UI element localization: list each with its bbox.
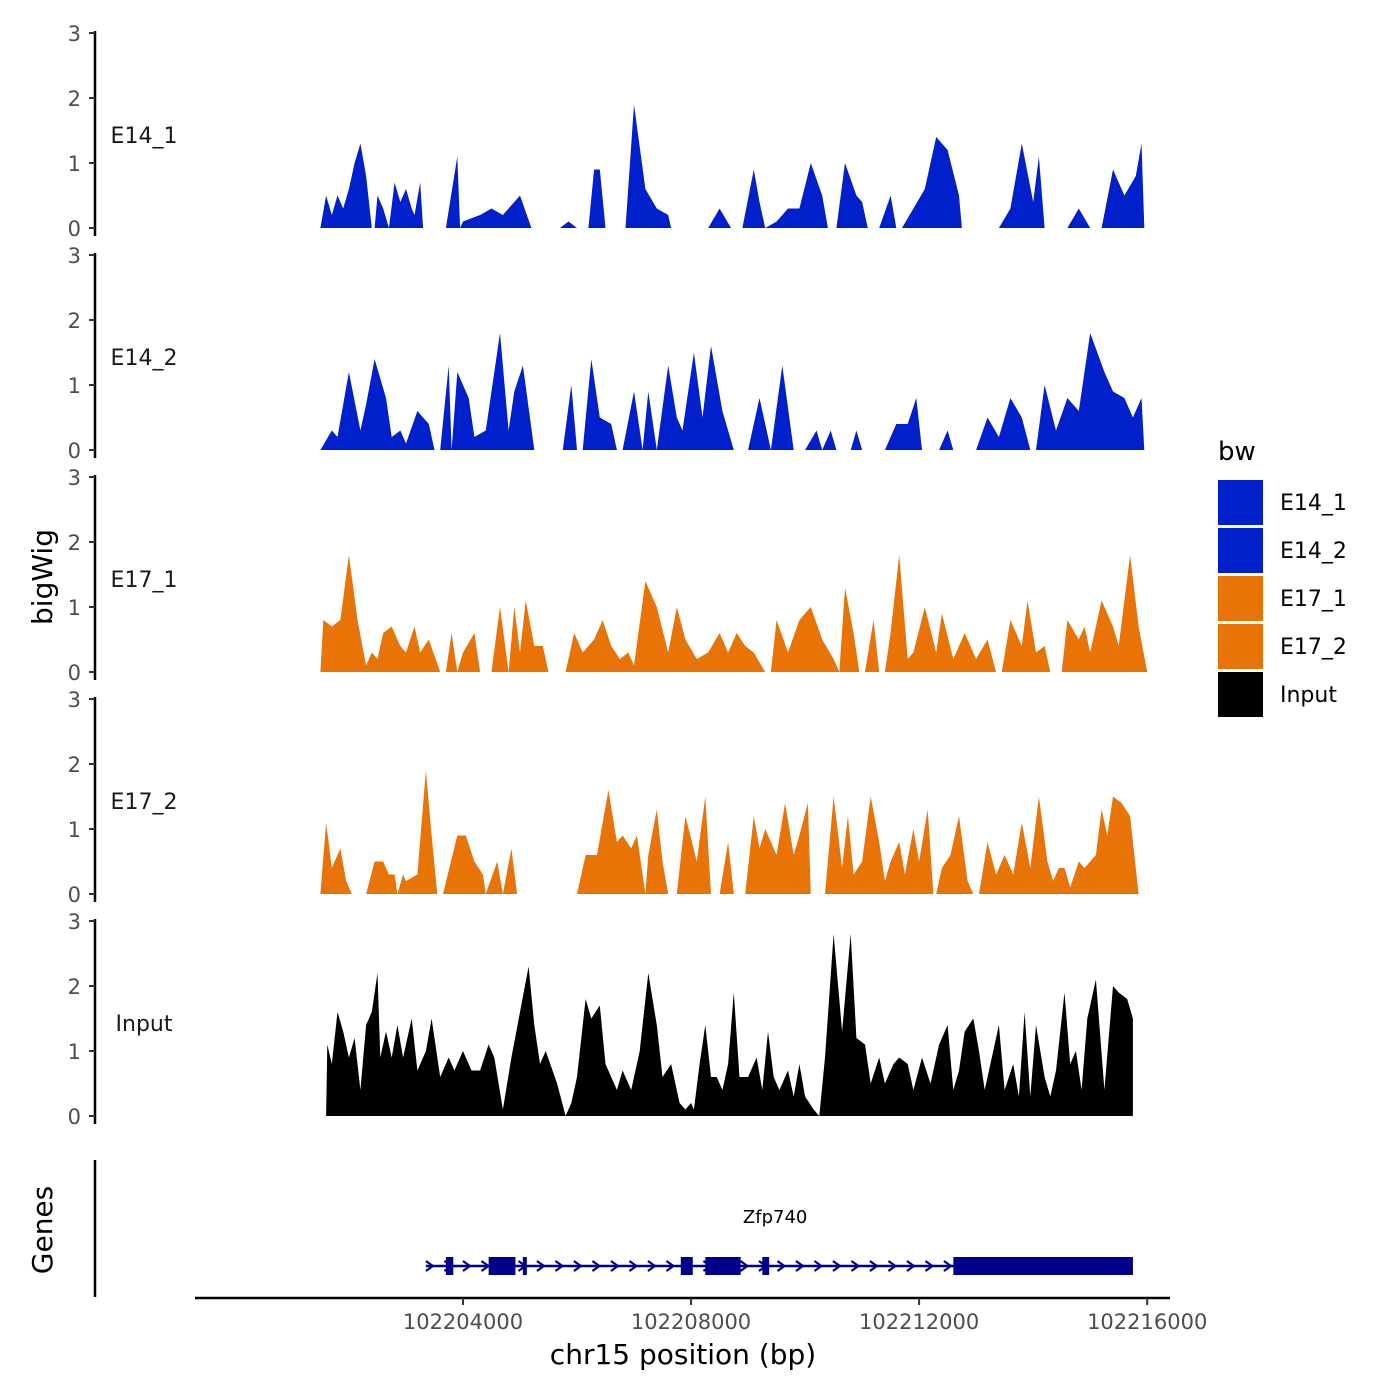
y-tick-label: 0 <box>68 1105 81 1129</box>
y-tick-label: 3 <box>68 244 81 268</box>
strand-arrow <box>906 1260 916 1272</box>
y-tick-label: 3 <box>68 466 81 490</box>
legend-label: E17_1 <box>1280 587 1347 612</box>
coverage-area-E14_1 <box>320 104 1145 228</box>
x-tick-label: 102204000 <box>403 1310 523 1334</box>
y-tick-label: 0 <box>68 883 81 907</box>
track-E17_1: 0 1 2 3 E17_1 <box>68 466 1148 685</box>
legend-label: E14_1 <box>1280 491 1347 516</box>
y-tick-label: 3 <box>68 22 81 46</box>
y-tick-label: 1 <box>68 1040 81 1064</box>
genomic-position-axis: 102204000 102208000 102212000 102216000 <box>195 1296 1207 1334</box>
legend-label: Input <box>1280 683 1337 708</box>
y-tick-label: 0 <box>68 217 81 241</box>
legend: bw E14_1 E14_2 E17_1 E17_2 Input <box>1218 437 1347 717</box>
gene-exon <box>445 1257 454 1275</box>
coverage-area-E14_2 <box>320 333 1145 450</box>
strand-arrow <box>887 1260 898 1272</box>
coverage-area-E17_2 <box>320 770 1139 894</box>
track-E14_2: 0 1 2 3 E14_2 <box>68 244 1145 463</box>
gene-exon <box>953 1257 1133 1275</box>
strand-arrow <box>665 1260 676 1272</box>
gene-exon <box>522 1257 527 1275</box>
x-tick-label: 102208000 <box>631 1310 751 1334</box>
strand-arrow <box>943 1260 953 1272</box>
track-label: E17_2 <box>111 790 178 815</box>
y-tick-label: 3 <box>68 910 81 934</box>
legend-key-E14_2 <box>1218 528 1263 573</box>
coverage-area-E17_1 <box>320 555 1148 672</box>
y-tick-label: 2 <box>68 309 81 333</box>
genes-track: Zfp740 <box>93 1160 1133 1297</box>
y-tick-label: 2 <box>68 531 81 555</box>
strand-arrow <box>647 1260 657 1272</box>
track-label: E14_1 <box>111 124 178 149</box>
strand-arrow <box>832 1260 842 1272</box>
strand-arrow <box>795 1260 805 1272</box>
strand-arrow <box>628 1260 639 1272</box>
legend-key-E14_1 <box>1218 480 1263 525</box>
track-label: E17_1 <box>111 568 178 593</box>
strand-arrow <box>462 1260 472 1272</box>
y-tick-label: 0 <box>68 661 81 685</box>
coverage-tracks: 0 1 2 3 E14_1 0 1 2 3 E14_2 0 1 2 3 E17_1 0 1 2 3 E17_2 0 1 2 3… <box>68 22 1148 1129</box>
track-E14_1: 0 1 2 3 E14_1 <box>68 22 1145 241</box>
track-label: E14_2 <box>111 346 178 371</box>
y-axis-title: bigWig <box>26 529 59 625</box>
y-tick-label: 1 <box>68 152 81 176</box>
strand-arrow <box>610 1260 620 1272</box>
strand-arrow <box>591 1260 602 1272</box>
x-axis-title: chr15 position (bp) <box>550 1338 816 1371</box>
gene-exon <box>680 1257 693 1275</box>
legend-key-E17_2 <box>1218 624 1263 669</box>
y-tick-label: 0 <box>68 439 81 463</box>
track-E17_2: 0 1 2 3 E17_2 <box>68 688 1139 907</box>
strand-arrow <box>869 1260 879 1272</box>
track-Input: 0 1 2 3 Input <box>68 910 1133 1129</box>
y-tick-label: 2 <box>68 753 81 777</box>
gene-name-label: Zfp740 <box>743 1207 807 1228</box>
legend-title: bw <box>1218 437 1256 467</box>
strand-arrow <box>924 1260 935 1272</box>
strand-arrow <box>536 1260 546 1272</box>
legend-label: E17_2 <box>1280 635 1347 660</box>
legend-key-E17_1 <box>1218 576 1263 621</box>
y-tick-label: 3 <box>68 688 81 712</box>
track-label: Input <box>116 1012 173 1037</box>
x-tick-label: 102216000 <box>1087 1310 1207 1334</box>
strand-arrow <box>850 1260 861 1272</box>
strand-arrow <box>739 1260 750 1272</box>
genes-track-title: Genes <box>26 1186 59 1274</box>
coverage-area-Input <box>326 934 1133 1116</box>
strand-arrow <box>480 1260 491 1272</box>
y-tick-label: 1 <box>68 596 81 620</box>
gene-exon <box>705 1257 741 1275</box>
y-tick-label: 1 <box>68 374 81 398</box>
legend-label: E14_2 <box>1280 539 1347 564</box>
strand-arrow <box>776 1260 787 1272</box>
gene-exon <box>762 1257 770 1275</box>
legend-key-Input <box>1218 672 1263 717</box>
gene-exon <box>488 1257 516 1275</box>
strand-arrow <box>573 1260 583 1272</box>
y-tick-label: 2 <box>68 975 81 999</box>
strand-arrow <box>425 1260 435 1272</box>
strand-arrow <box>813 1260 824 1272</box>
y-tick-label: 2 <box>68 87 81 111</box>
strand-arrow <box>554 1260 565 1272</box>
x-tick-label: 102212000 <box>859 1310 979 1334</box>
y-tick-label: 1 <box>68 818 81 842</box>
